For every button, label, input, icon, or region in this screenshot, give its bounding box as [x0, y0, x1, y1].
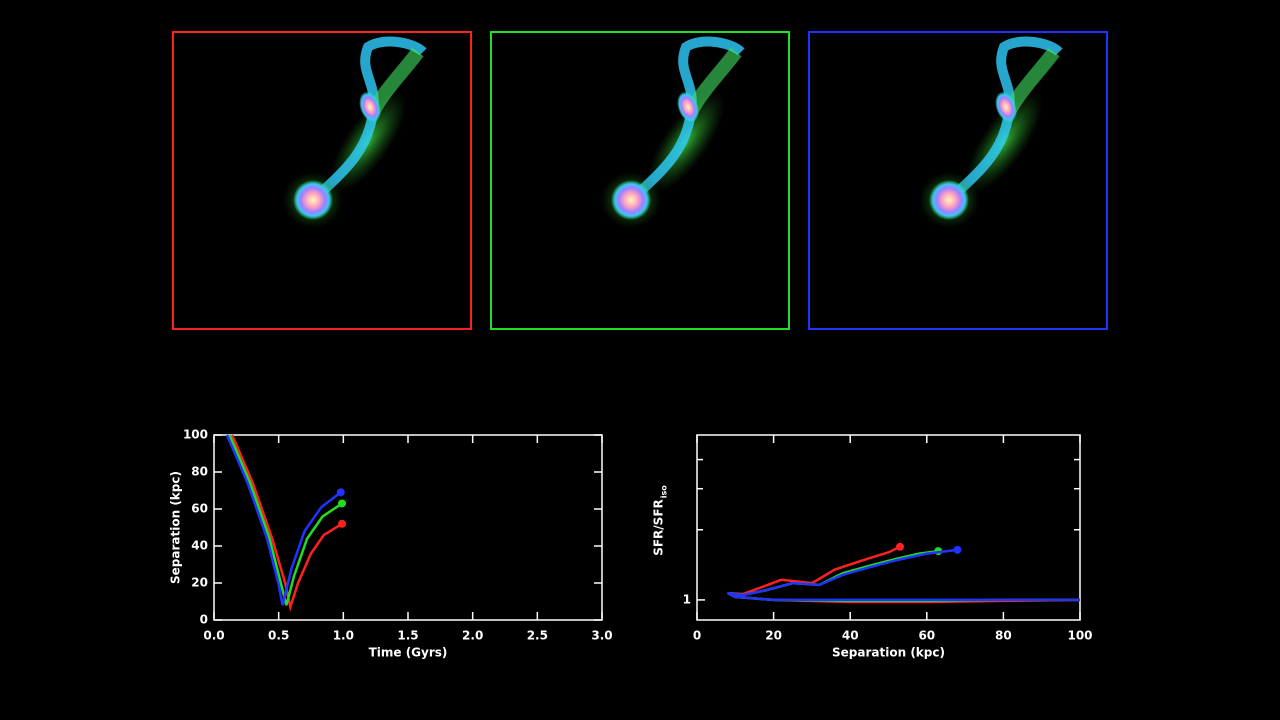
x-tick-label: 3.0	[591, 629, 612, 643]
x-tick-label: 2.5	[527, 629, 548, 643]
end-marker	[953, 545, 962, 554]
x-axis-label: Separation (kpc)	[832, 646, 945, 660]
panel-frame	[172, 31, 472, 330]
x-axis-label: Time (Gyrs)	[369, 646, 448, 660]
x-tick-label: 2.0	[462, 629, 483, 643]
y-tick-label: 1	[683, 592, 691, 606]
x-tick-label: 0	[693, 629, 701, 643]
panel-frame	[808, 31, 1108, 330]
x-tick-label: 80	[995, 629, 1012, 643]
y-tick-label: 100	[183, 428, 208, 442]
data-line	[225, 434, 342, 606]
x-tick-label: 40	[842, 629, 859, 643]
panel-frame	[490, 31, 790, 330]
y-tick-label: 40	[191, 539, 208, 553]
plot-frame	[213, 434, 603, 621]
y-axis-label-subscript: iso	[660, 485, 669, 499]
y-tick-label: 0	[200, 613, 208, 627]
y-axis-label: Separation (kpc)	[169, 471, 183, 584]
data-line	[727, 545, 1081, 604]
plot-frame	[696, 434, 1081, 621]
x-tick-label: 0.0	[203, 629, 224, 643]
x-tick-label: 0.5	[268, 629, 289, 643]
end-marker	[895, 542, 904, 551]
x-tick-label: 60	[918, 629, 935, 643]
x-tick-label: 1.5	[397, 629, 418, 643]
end-marker	[338, 499, 347, 508]
y-tick-label: 60	[191, 502, 208, 516]
y-tick-label: 80	[191, 465, 208, 479]
data-line	[230, 434, 343, 612]
end-marker	[336, 488, 345, 497]
y-tick-label: 20	[191, 576, 208, 590]
data-line	[727, 548, 1080, 602]
x-tick-label: 1.0	[333, 629, 354, 643]
y-axis-label-group: Separation (kpc)	[169, 471, 183, 584]
simulation-image	[601, 42, 741, 228]
x-tick-label: 20	[765, 629, 782, 643]
end-marker	[338, 519, 347, 528]
simulation-image	[283, 42, 423, 228]
simulation-image	[919, 42, 1059, 228]
y-axis-label: SFR/SFR	[652, 499, 666, 556]
data-line	[228, 434, 343, 611]
x-tick-label: 100	[1067, 629, 1092, 643]
